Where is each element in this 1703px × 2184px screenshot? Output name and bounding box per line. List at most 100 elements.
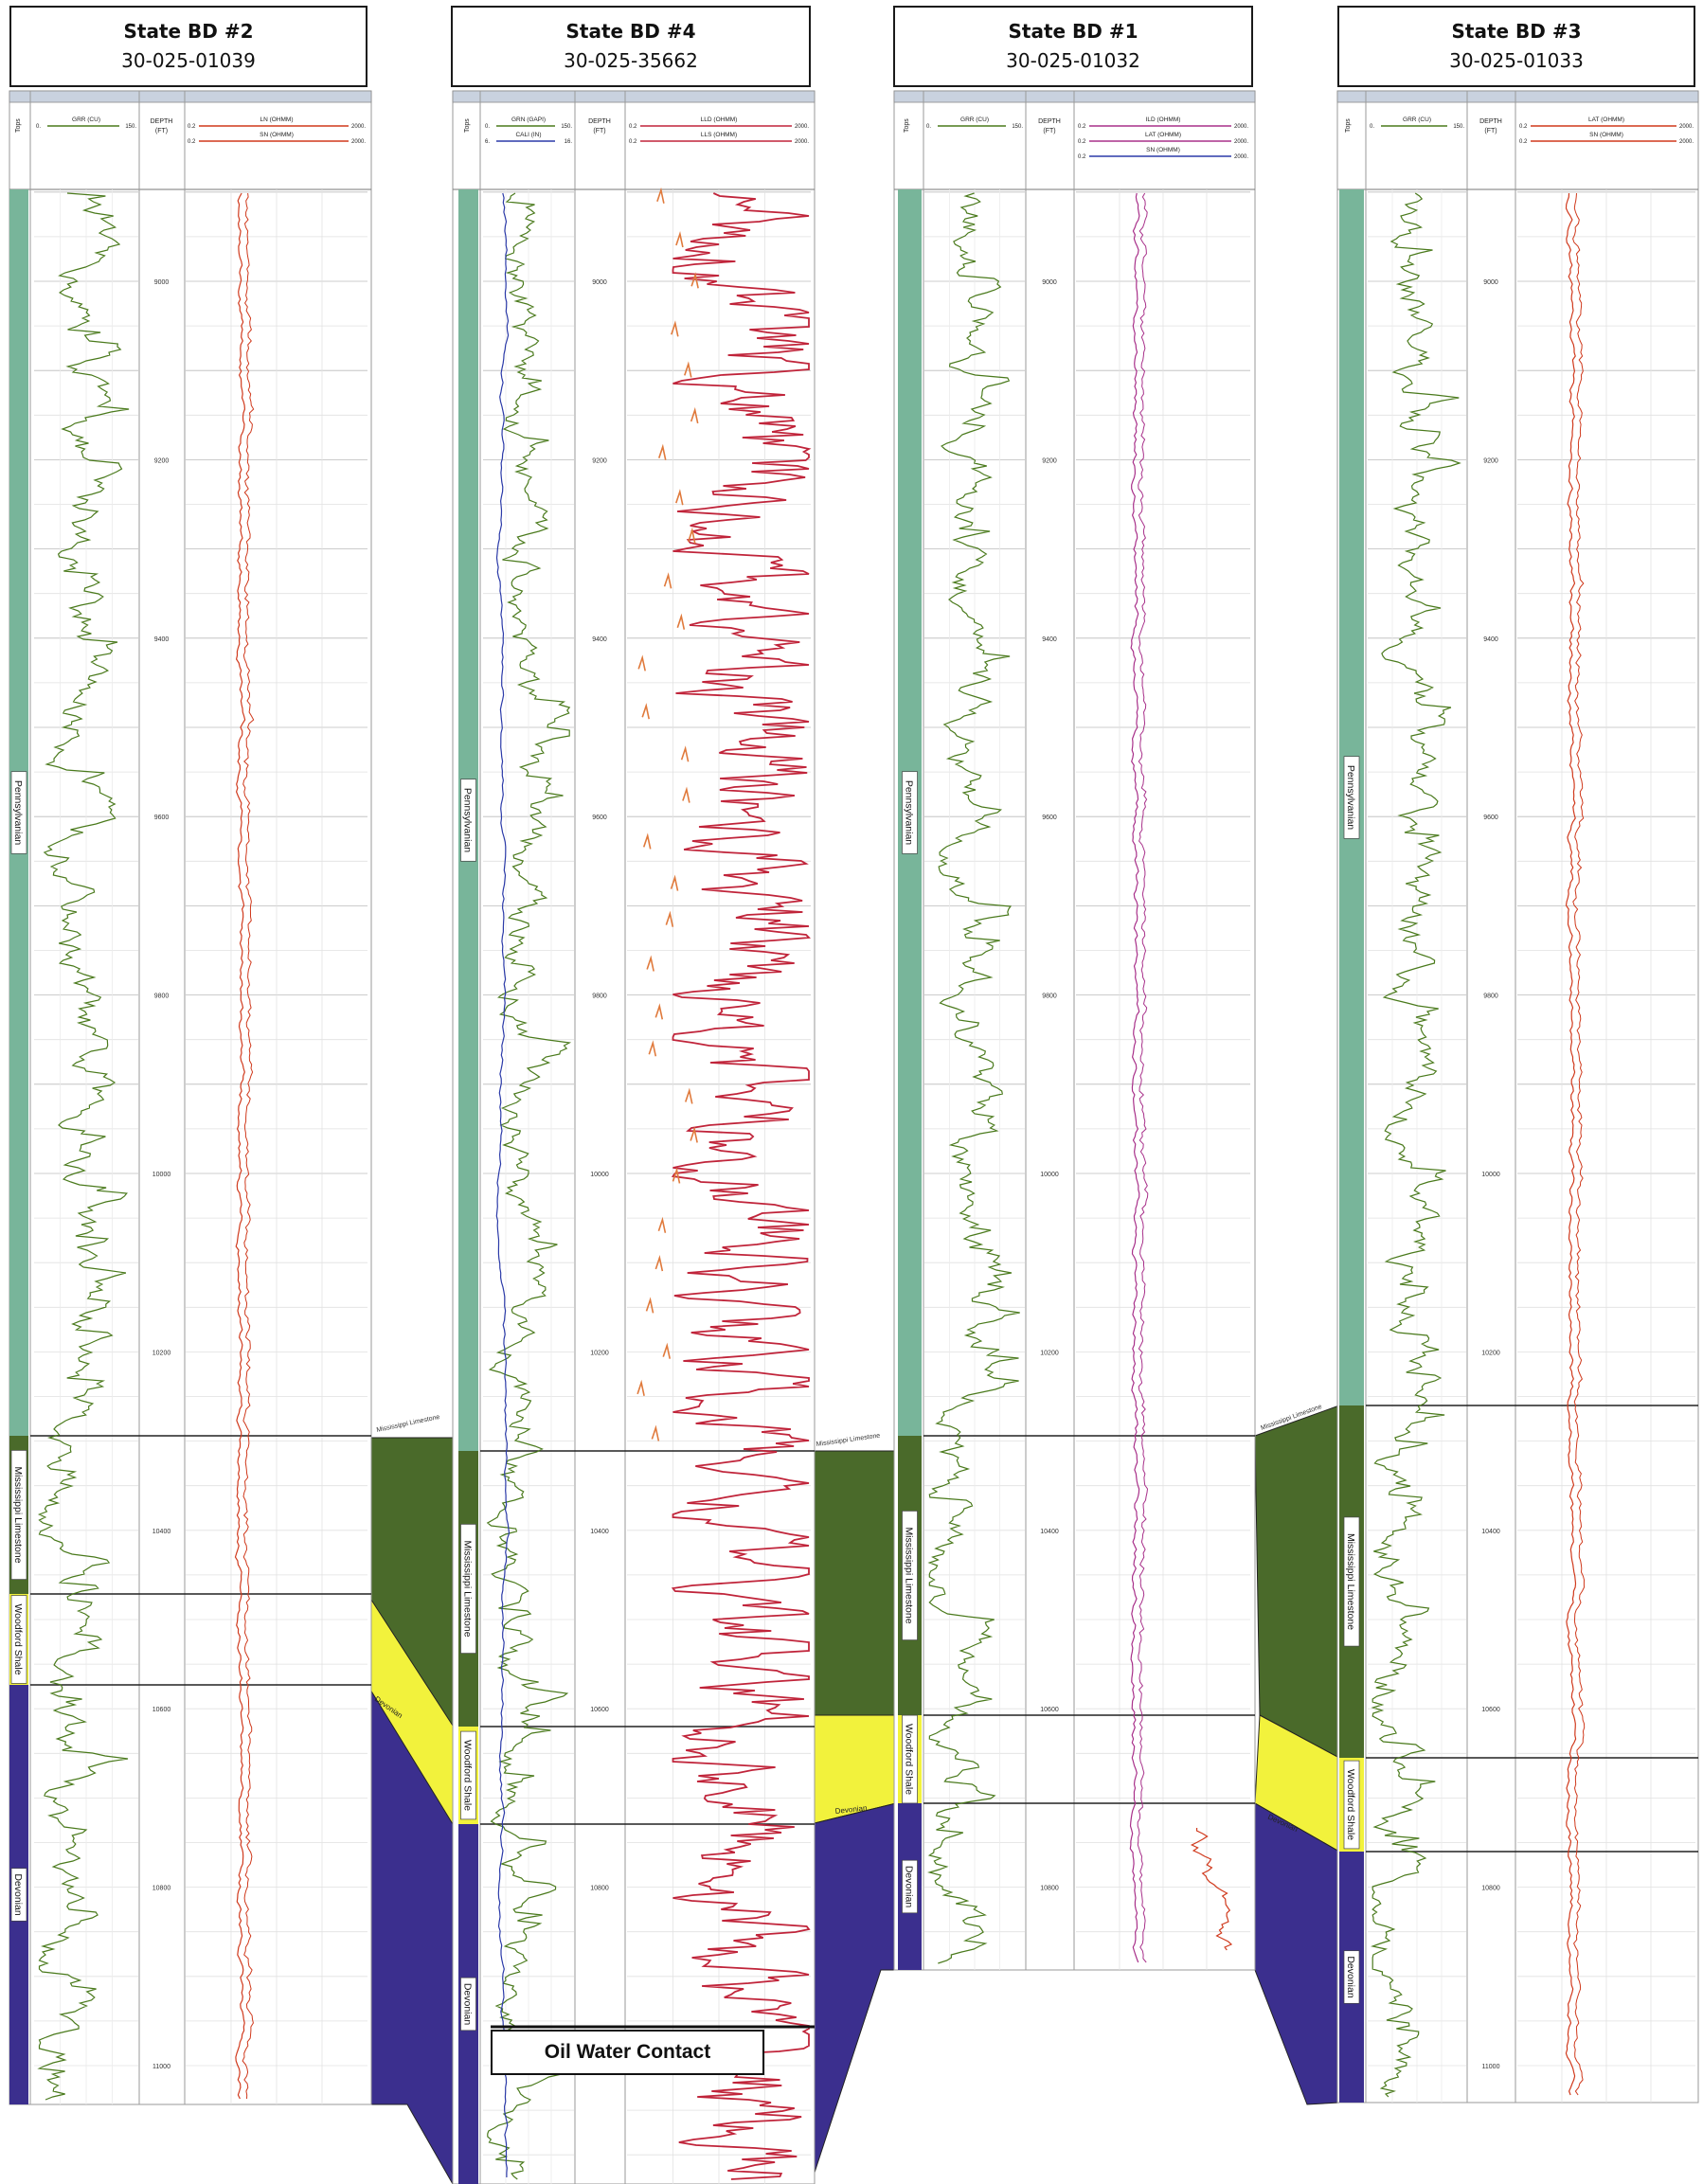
- curve-header-label: CALI (IN): [515, 132, 541, 138]
- depth-tick-label: 10200: [590, 1350, 609, 1356]
- depth-tick-label: 9800: [1042, 994, 1057, 1000]
- formation-label-box: [1343, 1760, 1360, 1850]
- formation-label-0: Pennsylvanian: [460, 779, 476, 862]
- tops-header-label: Tops: [1345, 118, 1352, 133]
- resistivity-shallow-curve: [1572, 192, 1586, 2096]
- depth-tick-label: 10600: [1040, 1707, 1059, 1713]
- resistivity-shallow-fragment: [657, 1216, 667, 1233]
- formation-label-box: [10, 1868, 27, 1922]
- resistivity-shallow-fragment: [670, 874, 679, 891]
- curve-header-label: LN (OHMM): [260, 116, 293, 123]
- depth-tick-label: 10400: [1481, 1529, 1500, 1535]
- formation-label-box: [460, 779, 476, 862]
- well-title-state-bd-4: State BD #4 30-025-35662: [451, 6, 811, 87]
- resistivity-shallow-fragment: [646, 955, 654, 972]
- depth-tick-label: 9000: [154, 279, 170, 286]
- formation-label-1: Mississippi Limestone: [902, 1511, 918, 1640]
- depth-tick-label: 10600: [152, 1707, 171, 1713]
- resistivity-deep-curve: [671, 192, 812, 2180]
- depth-tick-label: 10200: [1040, 1350, 1059, 1356]
- depth-tick-label: 9000: [1042, 279, 1057, 286]
- formation-label-text: Woodford Shale: [1345, 1769, 1356, 1840]
- tops-header-label: Tops: [904, 118, 910, 133]
- formation-label-text: Devonian: [12, 1873, 24, 1916]
- curve-scale-left: 6.: [485, 139, 490, 145]
- depth-tick-label: 9200: [1483, 457, 1498, 464]
- formation-label-text: Devonian: [462, 1983, 474, 2026]
- well-name: State BD #1: [1008, 20, 1138, 43]
- depth-header-unit: (FT): [1484, 128, 1497, 134]
- depth-header-unit: (FT): [155, 128, 168, 134]
- formation-label-box: [10, 1450, 27, 1580]
- track-frame: [9, 90, 372, 2105]
- depth-tick-label: 9600: [154, 815, 170, 821]
- well-track-1: Tops DEPTH (FT) GRR (CU) 0. 150. LN (OHMM) 0.2 2…: [9, 90, 372, 2105]
- curve-scale-right: 2000.: [1679, 124, 1694, 130]
- correlation-label: Mississippi Limestone: [376, 1414, 440, 1434]
- resistivity-shallow-fragment: [636, 1379, 645, 1396]
- depth-tick-label: 10600: [1481, 1707, 1500, 1713]
- formation-label-text: Woodford Shale: [12, 1603, 24, 1674]
- formation-label-box: [902, 771, 918, 854]
- depth-header: DEPTH: [151, 118, 173, 125]
- curve-header-label: ILD (OHMM): [1146, 116, 1181, 123]
- track-frame: [452, 90, 816, 2184]
- depth-tick-label: 9400: [1483, 636, 1498, 643]
- curve-scale-left: 0.: [485, 124, 490, 130]
- resistivity-shallow-fragment: [675, 489, 684, 506]
- formation-label-box: [1343, 756, 1360, 839]
- curve-header-label: LAT (OHMM): [1145, 132, 1181, 138]
- curve-scale-left: 0.2: [1519, 124, 1528, 130]
- depth-tick-label: 9600: [592, 815, 607, 821]
- depth-tick-label: 10800: [1481, 1886, 1500, 1892]
- depth-tick-label: 9200: [1042, 457, 1057, 464]
- curve-scale-left: 0.2: [629, 124, 637, 130]
- well-name: State BD #3: [1451, 20, 1582, 43]
- formation-label-text: Mississippi Limestone: [904, 1527, 915, 1623]
- curve-header-label: LLD (OHMM): [701, 116, 738, 123]
- resistivity-shallow-fragment: [688, 527, 696, 545]
- formation-label-1: Mississippi Limestone: [10, 1450, 27, 1580]
- formation-label-1: Mississippi Limestone: [1343, 1516, 1360, 1647]
- curve-header-label: GRR (CU): [960, 116, 989, 123]
- resistivity-shallow-fragment: [654, 1255, 664, 1272]
- depth-tick-label: 10800: [590, 1886, 609, 1892]
- depth-tick-label: 9400: [1042, 636, 1057, 643]
- formation-label-0: Pennsylvanian: [902, 771, 918, 854]
- well-track-4: Tops DEPTH (FT) GRR (CU) 0. 150. LAT (OHMM) 0.2…: [1336, 90, 1699, 2103]
- curve-header-label: SN (OHMM): [1589, 132, 1623, 138]
- resistivity-shallow-fragment: [675, 230, 684, 248]
- resistivity-shallow-fragment: [671, 320, 679, 337]
- resistivity-shallow-fragment: [690, 406, 699, 424]
- resistivity-shallow-fragment: [641, 703, 651, 720]
- tops-header-label: Tops: [464, 118, 471, 133]
- curve-scale-left: 0.2: [1519, 139, 1528, 145]
- well-api: 30-025-01032: [1006, 49, 1140, 72]
- curve-scale-left: 0.2: [1078, 139, 1086, 145]
- resistivity-shallow-fragment: [676, 613, 686, 630]
- formation-label-1: Mississippi Limestone: [460, 1524, 476, 1654]
- curve-scale-right: 150.: [1453, 124, 1464, 130]
- track-frame: [1336, 90, 1699, 2103]
- resistivity-shallow-fragment: [680, 745, 690, 762]
- curve-scale-right: 2000.: [795, 139, 809, 145]
- resistivity-curve: [1129, 192, 1140, 1963]
- depth-tick-label: 10000: [1040, 1172, 1059, 1178]
- formation-label-2: Woodford Shale: [10, 1595, 27, 1684]
- formation-label-3: Devonian: [10, 1868, 27, 1922]
- resistivity-shallow-fragment: [637, 654, 646, 671]
- formation-label-2: Woodford Shale: [460, 1730, 476, 1820]
- track-header-bar: [1336, 90, 1699, 103]
- depth-header: DEPTH: [588, 118, 611, 125]
- formation-label-text: Mississippi Limestone: [1345, 1533, 1356, 1630]
- resistivity-curve: [234, 192, 246, 2100]
- curve-scale-right: 2000.: [351, 139, 366, 145]
- resistivity-shallow-fragment: [684, 361, 692, 378]
- mississippian-correlation-fill: [1254, 1405, 1340, 1759]
- curve-header-label: SN (OHMM): [260, 132, 294, 138]
- depth-tick-label: 10400: [590, 1529, 609, 1535]
- well-name: State BD #4: [565, 20, 696, 43]
- depth-tick-label: 9000: [1483, 279, 1498, 286]
- curve-scale-right: 16.: [565, 139, 573, 145]
